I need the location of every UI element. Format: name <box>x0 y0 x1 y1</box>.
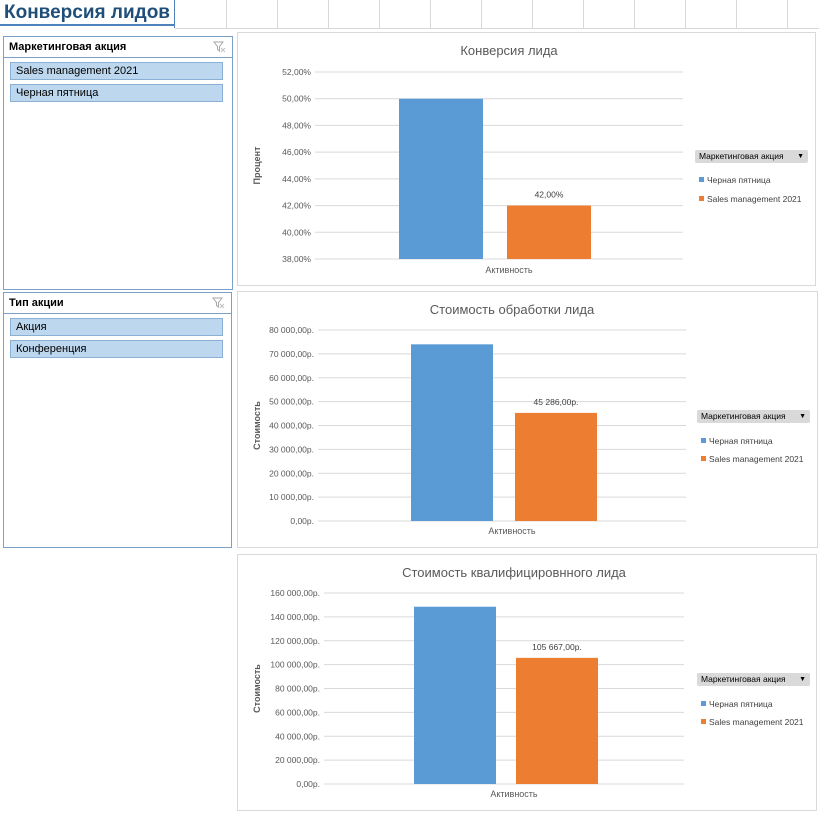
y-tick-label: 38,00% <box>282 254 311 264</box>
data-label: 45 286,00р. <box>534 397 579 407</box>
legend-entry-label: Черная пятница <box>709 699 773 709</box>
legend-entry[interactable]: Черная пятница <box>701 699 773 709</box>
legend-entry-label: Черная пятница <box>707 175 771 185</box>
slicer-campaign-type[interactable]: Тип акции Акция Конференция <box>3 292 232 548</box>
chart-title: Конверсия лида <box>460 43 558 58</box>
legend-field-button[interactable]: Маркетинговая акция ▼ <box>697 673 810 686</box>
legend-swatch-icon <box>701 701 706 707</box>
slicer-item[interactable]: Акция <box>10 318 223 336</box>
y-tick-label: 70 000,00р. <box>269 349 314 359</box>
y-tick-label: 30 000,00р. <box>269 444 314 454</box>
y-tick-label: 40 000,00р. <box>275 731 320 741</box>
bar-sales-management <box>507 205 591 259</box>
sheet-title-cell[interactable]: Конверсия лидов <box>0 0 174 26</box>
data-label: 105 667,00р. <box>532 642 582 652</box>
y-tick-label: 52,00% <box>282 67 311 77</box>
y-tick-label: 50,00% <box>282 94 311 104</box>
x-axis-label: Активность <box>485 265 533 275</box>
y-tick-label: 140 000,00р. <box>270 612 320 622</box>
x-axis-label: Активность <box>490 789 538 799</box>
bar-black-friday <box>411 344 493 521</box>
chart-title: Стоимость обработки лида <box>430 302 595 317</box>
legend-entry-label: Sales management 2021 <box>707 194 802 204</box>
clear-filter-icon[interactable] <box>213 40 226 53</box>
slicer-header: Тип акции <box>4 293 231 314</box>
y-tick-label: 44,00% <box>282 174 311 184</box>
legend-entry[interactable]: Sales management 2021 <box>701 717 804 727</box>
slicer-header: Маркетинговая акция <box>4 37 232 58</box>
chart-qualified-lead-cost[interactable]: Стоимость квалифицировнного лида 0,00р. 20… <box>237 554 817 811</box>
y-tick-label: 80 000,00р. <box>275 684 320 694</box>
legend-field-label: Маркетинговая акция <box>699 151 784 161</box>
bar-black-friday <box>414 606 496 784</box>
y-tick-label: 20 000,00р. <box>269 468 314 478</box>
legend-swatch-icon <box>699 177 704 183</box>
y-tick-label: 0,00р. <box>290 516 314 526</box>
chart-title: Стоимость квалифицировнного лида <box>402 565 627 580</box>
y-tick-label: 120 000,00р. <box>270 636 320 646</box>
bar-sales-management <box>516 657 598 784</box>
legend-entry[interactable]: Sales management 2021 <box>701 454 804 464</box>
clear-filter-icon[interactable] <box>212 296 225 309</box>
legend-swatch-icon <box>701 438 706 444</box>
legend-swatch-icon <box>699 196 704 202</box>
dropdown-arrow-icon[interactable]: ▼ <box>797 153 804 160</box>
chart-lead-processing-cost[interactable]: Стоимость обработки лида 0,00р. 10 000,00р… <box>237 291 818 548</box>
y-tick-label: 0,00р. <box>296 779 320 789</box>
y-tick-label: 40 000,00р. <box>269 421 314 431</box>
sheet-title: Конверсия лидов <box>4 2 170 23</box>
y-axis-label: Стоимость <box>252 401 262 450</box>
y-tick-label: 60 000,00р. <box>269 373 314 383</box>
bar-sales-management <box>515 412 597 521</box>
legend-entry[interactable]: Sales management 2021 <box>699 194 802 204</box>
dropdown-arrow-icon[interactable]: ▼ <box>799 676 806 683</box>
y-tick-label: 46,00% <box>282 147 311 157</box>
y-tick-label: 160 000,00р. <box>270 588 320 598</box>
chart-lead-conversion[interactable]: Конверсия лида 38,00% 40,00% 42,00% 44,00% 46… <box>237 32 816 286</box>
legend-field-button[interactable]: Маркетинговая акция ▼ <box>695 150 808 163</box>
legend-entry-label: Черная пятница <box>709 436 773 446</box>
chart-svg: Стоимость обработки лида 0,00р. 10 000,00р… <box>252 302 686 536</box>
y-axis-label: Стоимость <box>252 664 262 713</box>
slicer-title: Тип акции <box>9 297 64 309</box>
dropdown-arrow-icon[interactable]: ▼ <box>799 413 806 420</box>
slicer-item[interactable]: Sales management 2021 <box>10 62 223 80</box>
slicer-item[interactable]: Конференция <box>10 340 223 358</box>
y-tick-label: 60 000,00р. <box>275 707 320 717</box>
legend-swatch-icon <box>701 456 706 462</box>
slicer-marketing-campaign[interactable]: Маркетинговая акция Sales management 202… <box>3 36 233 290</box>
legend-field-label: Маркетинговая акция <box>701 411 786 421</box>
slicer-item[interactable]: Черная пятница <box>10 84 223 102</box>
y-tick-label: 50 000,00р. <box>269 397 314 407</box>
legend-entry-label: Sales management 2021 <box>709 454 804 464</box>
title-cell-border <box>174 0 175 28</box>
x-axis-label: Активность <box>488 526 536 536</box>
y-tick-label: 42,00% <box>282 201 311 211</box>
legend-entry[interactable]: Черная пятница <box>699 175 771 185</box>
bar-black-friday <box>399 98 483 259</box>
y-axis-label: Процент <box>252 146 262 184</box>
y-tick-label: 10 000,00р. <box>269 492 314 502</box>
chart-svg: Стоимость квалифицировнного лида 0,00р. 20… <box>252 565 684 799</box>
legend-entry[interactable]: Черная пятница <box>701 436 773 446</box>
legend-field-button[interactable]: Маркетинговая акция ▼ <box>697 410 810 423</box>
legend-entry-label: Sales management 2021 <box>709 717 804 727</box>
y-tick-label: 40,00% <box>282 227 311 237</box>
chart-svg: Конверсия лида 38,00% 40,00% 42,00% 44,00% 46… <box>252 43 683 275</box>
slicer-title: Маркетинговая акция <box>9 41 127 53</box>
legend-field-label: Маркетинговая акция <box>701 674 786 684</box>
y-tick-label: 100 000,00р. <box>270 660 320 670</box>
data-label: 42,00% <box>535 190 564 200</box>
y-tick-label: 80 000,00р. <box>269 325 314 335</box>
legend-swatch-icon <box>701 719 706 725</box>
y-tick-label: 48,00% <box>282 120 311 130</box>
y-tick-label: 20 000,00р. <box>275 755 320 765</box>
